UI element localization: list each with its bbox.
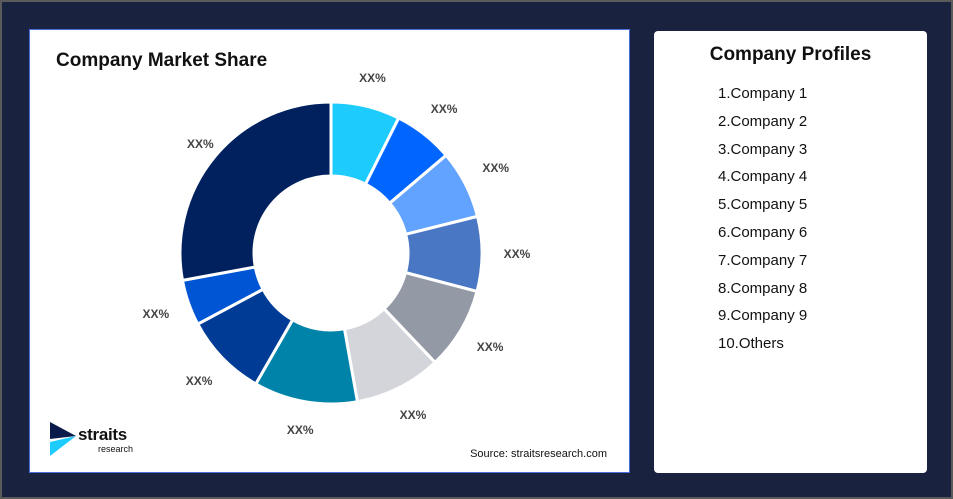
list-item: 5.Company 5: [718, 196, 808, 214]
list-item: 9.Company 9: [718, 307, 808, 325]
segment-label-8: XX%: [185, 373, 213, 388]
segment-label-2: XX%: [430, 102, 458, 117]
profiles-title: Company Profiles: [709, 44, 872, 65]
list-item: 6.Company 6: [718, 223, 808, 241]
logo-name: straits: [78, 425, 127, 444]
segment-label-1: XX%: [359, 70, 386, 85]
chart-title: Company Market Share: [56, 50, 268, 71]
list-item: 8.Company 8: [718, 279, 808, 297]
source-text: Source: straitsresearch.com: [470, 448, 607, 460]
profiles-list: 1.Company 1 2.Company 2 3.Company 3 4.Co…: [718, 84, 807, 362]
segment-label-10: XX%: [187, 137, 214, 152]
segment-label-5: XX%: [476, 340, 504, 355]
donut-chart: [178, 100, 484, 406]
market-share-panel: Company Market Share XX% XX% XX% XX% XX% XX% X…: [29, 29, 630, 473]
list-item: 2.Company 2: [718, 112, 808, 130]
logo-mark-icon: [50, 422, 76, 456]
segment-label-4: XX%: [503, 247, 531, 262]
list-item: 10.Others: [718, 335, 784, 353]
segment-label-6: XX%: [399, 408, 427, 423]
list-item: 3.Company 3: [718, 140, 808, 158]
list-item: 7.Company 7: [718, 251, 808, 269]
company-profiles-panel: Company Profiles 1.Company 1 2.Company 2…: [654, 31, 927, 473]
list-item: 1.Company 1: [718, 85, 808, 102]
logo-sub: research: [98, 444, 134, 454]
donut-segment-10: [178, 100, 333, 283]
straits-logo: straits research: [50, 422, 133, 461]
segment-label-9: XX%: [142, 307, 170, 322]
segment-label-7: XX%: [286, 422, 314, 437]
segment-label-3: XX%: [482, 161, 510, 176]
list-item: 4.Company 4: [718, 168, 808, 186]
